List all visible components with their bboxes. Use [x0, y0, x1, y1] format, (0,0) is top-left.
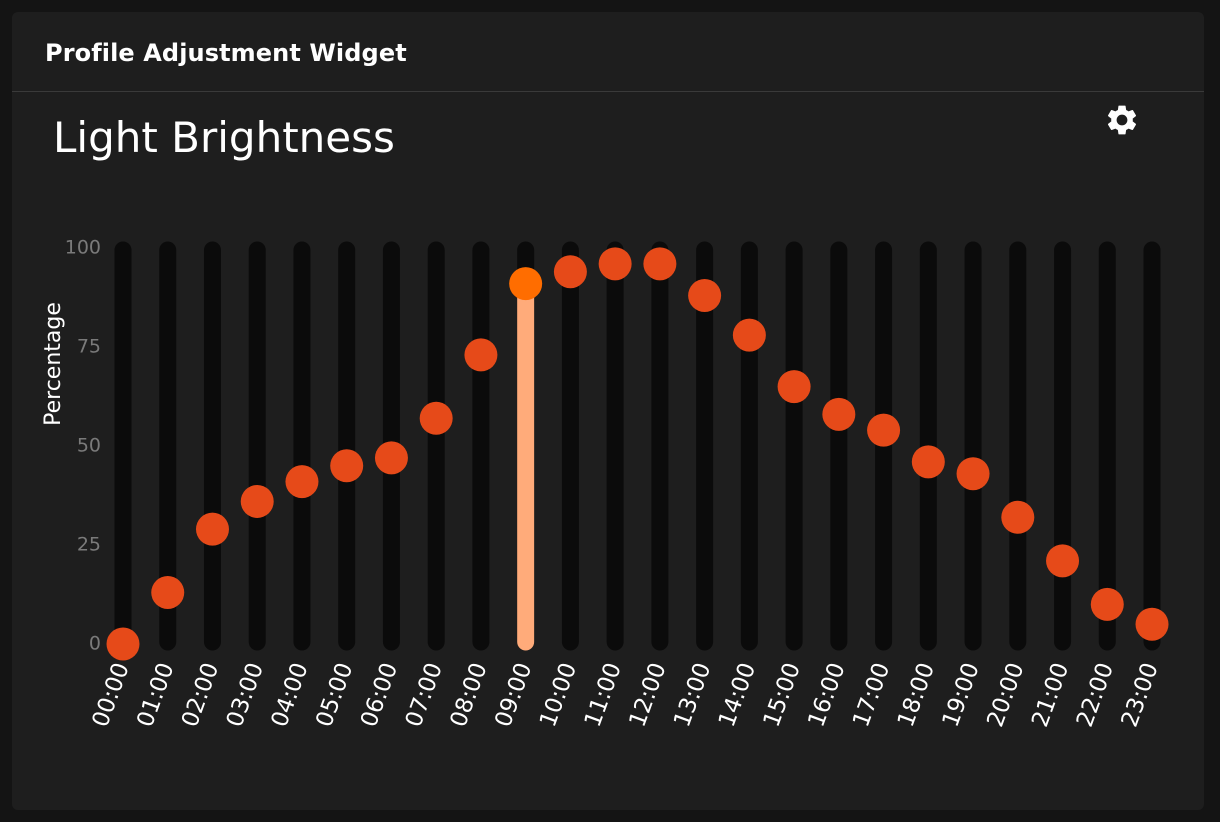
x-tick-label: 10:00 — [535, 659, 582, 730]
hour-tracks — [114, 241, 1161, 651]
x-tick-label: 19:00 — [938, 659, 985, 730]
y-tick-label: 50 — [77, 435, 101, 457]
x-tick-label: 02:00 — [177, 659, 224, 730]
x-tick-label: 05:00 — [311, 659, 358, 730]
x-tick-label: 23:00 — [1117, 659, 1164, 730]
y-tick-label: 25 — [77, 534, 101, 556]
brightness-handle[interactable] — [1001, 500, 1035, 534]
brightness-handle[interactable] — [688, 279, 722, 313]
x-tick-label: 14:00 — [714, 659, 761, 730]
x-tick-label: 13:00 — [669, 659, 716, 730]
gear-icon[interactable] — [1104, 102, 1140, 138]
y-axis-label: Percentage — [41, 302, 66, 426]
y-tick-label: 75 — [77, 336, 101, 358]
brightness-handle[interactable] — [867, 413, 901, 447]
x-tick-label: 01:00 — [132, 659, 179, 730]
brightness-handle[interactable] — [911, 445, 945, 479]
x-tick-label: 07:00 — [401, 659, 448, 730]
card-header: Profile Adjustment Widget — [12, 12, 1204, 92]
x-tick-label: 22:00 — [1072, 659, 1119, 730]
x-tick-label: 12:00 — [625, 659, 672, 730]
brightness-handle[interactable] — [1135, 607, 1169, 641]
brightness-handle[interactable] — [151, 576, 185, 610]
brightness-handle[interactable] — [330, 449, 364, 483]
brightness-handle[interactable] — [195, 512, 229, 546]
brightness-handle[interactable] — [822, 397, 856, 431]
x-tick-label: 16:00 — [803, 659, 850, 730]
x-tick-label: 15:00 — [759, 659, 806, 730]
x-tick-label: 17:00 — [848, 659, 895, 730]
x-tick-label: 11:00 — [580, 659, 627, 730]
x-tick-label: 03:00 — [222, 659, 269, 730]
x-tick-label: 08:00 — [446, 659, 493, 730]
brightness-handle[interactable] — [777, 370, 811, 404]
x-tick-label: 06:00 — [356, 659, 403, 730]
x-tick-label: 21:00 — [1027, 659, 1074, 730]
x-tick-label: 04:00 — [267, 659, 314, 730]
brightness-handle[interactable] — [1046, 544, 1080, 578]
brightness-handle[interactable] — [374, 441, 408, 475]
x-ticks: 00:0001:0002:0003:0004:0005:0006:0007:00… — [88, 659, 1164, 730]
brightness-handle[interactable] — [643, 247, 677, 281]
x-tick-label: 20:00 — [982, 659, 1029, 730]
brightness-handle[interactable] — [464, 338, 498, 372]
x-tick-label: 09:00 — [490, 659, 537, 730]
y-ticks: 0 25 50 75 100 — [65, 237, 101, 655]
x-tick-label: 18:00 — [893, 659, 940, 730]
brightness-handle[interactable] — [1090, 587, 1124, 621]
brightness-handle[interactable] — [240, 484, 274, 518]
brightness-handle[interactable] — [732, 318, 766, 352]
y-tick-label: 0 — [89, 633, 101, 655]
brightness-handle[interactable] — [419, 401, 453, 435]
brightness-handle[interactable] — [553, 255, 587, 289]
hour-points — [106, 247, 1169, 661]
chart-title: Light Brightness — [53, 113, 395, 162]
brightness-handle[interactable] — [106, 627, 140, 661]
brightness-handle[interactable] — [285, 465, 319, 499]
x-tick-label: 00:00 — [88, 659, 135, 730]
brightness-handle[interactable] — [598, 247, 632, 281]
brightness-handle[interactable] — [956, 457, 990, 491]
card-title: Profile Adjustment Widget — [45, 39, 407, 67]
y-tick-label: 100 — [65, 237, 101, 259]
selected-brightness-handle[interactable] — [509, 267, 543, 301]
